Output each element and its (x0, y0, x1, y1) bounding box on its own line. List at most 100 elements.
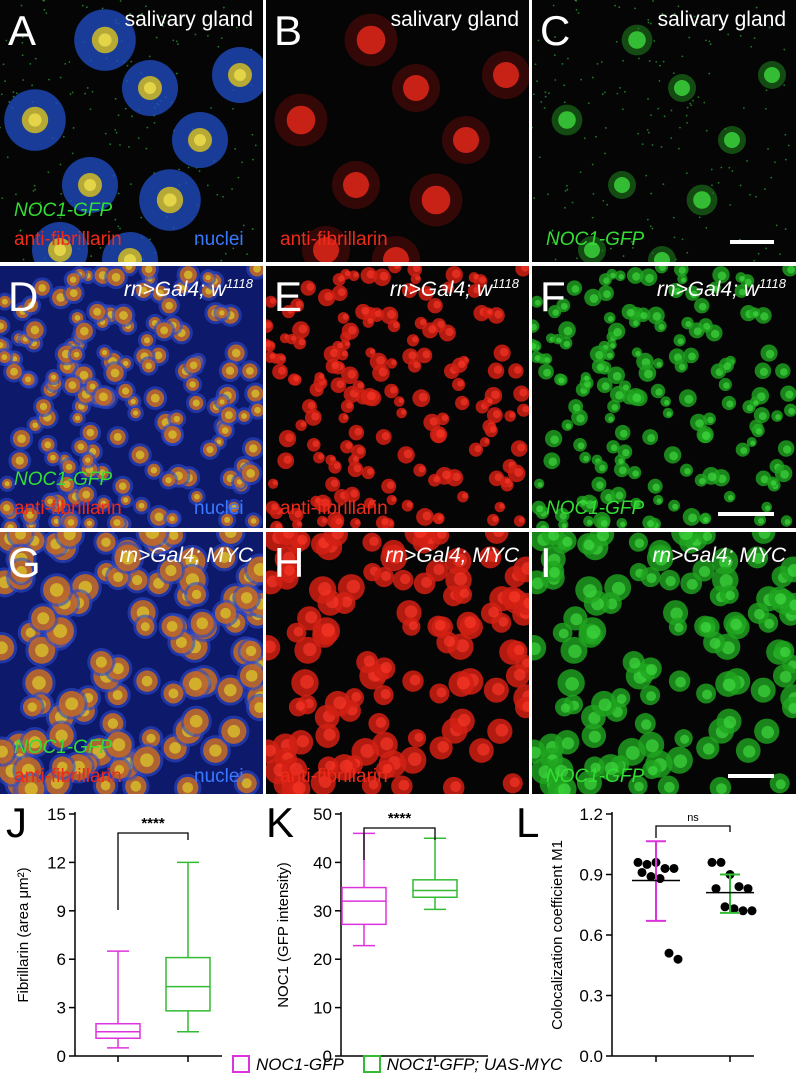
data-point (669, 863, 679, 873)
panel-g: G rn>Gal4; MYC NOC1-GFP anti-fibrillarin… (0, 532, 263, 794)
panel-i: I rn>Gal4; MYC NOC1-GFP (532, 532, 796, 794)
label-nuclei: nuclei (194, 766, 244, 787)
panel-title: rn>Gal4; MYC (119, 544, 253, 567)
micrograph-g (0, 532, 263, 794)
data-point (716, 857, 726, 867)
significance-bracket (655, 825, 731, 838)
label-noc1-gfp: NOC1-GFP (14, 200, 113, 221)
panel-b: B salivary gland anti-fibrillarin (266, 0, 529, 262)
data-point (673, 954, 683, 964)
micrograph-i (532, 532, 796, 794)
y-tick-label: 0.6 (579, 926, 603, 945)
panel-title: salivary gland (657, 8, 786, 31)
y-tick-label: 0.3 (579, 987, 603, 1006)
y-tick-label: 20 (313, 950, 332, 969)
label-anti-fibrillarin: anti-fibrillarin (280, 229, 388, 250)
y-tick-label: 0 (323, 1047, 332, 1062)
data-point (747, 906, 757, 916)
label-noc1-gfp: NOC1-GFP (14, 737, 113, 758)
panel-title: rn>Gal4; MYC (385, 544, 519, 567)
data-point (743, 884, 753, 894)
panel-letter: E (274, 273, 303, 320)
panel-title: rn>Gal4; w1118 (389, 276, 519, 301)
data-point (633, 857, 643, 867)
data-point (660, 863, 670, 873)
label-noc1-gfp: NOC1-GFP (546, 498, 645, 519)
chart-letter-l: L (516, 799, 540, 846)
data-point (734, 882, 744, 892)
panel-letter: D (8, 273, 39, 320)
y-axis-label: Colocalization coefficient M1 (549, 840, 566, 1030)
label-noc1-gfp: NOC1-GFP (546, 229, 645, 250)
legend-item-noc1-gfp-uas-myc: NOC1-GFP; UAS-MYC (362, 1055, 562, 1075)
box (165, 956, 211, 1012)
data-point (707, 857, 717, 867)
panel-title: salivary gland (124, 8, 253, 31)
label-anti-fibrillarin: anti-fibrillarin (14, 229, 122, 250)
legend-item-noc1-gfp: NOC1-GFP (232, 1055, 344, 1075)
data-point (637, 867, 647, 877)
box (412, 879, 458, 898)
label-anti-fibrillarin: anti-fibrillarin (14, 766, 122, 787)
y-axis-label: NOC1 (GFP intensity) (275, 862, 292, 1008)
chart-l: 0.0 0.3 0.6 0.9 1.2 Colocalization coefficien… (549, 805, 757, 1062)
y-tick-label: 50 (313, 805, 332, 824)
y-tick-label: 1.2 (579, 805, 603, 824)
y-tick-label: 40 (313, 853, 332, 872)
y-tick-label: 6 (57, 950, 66, 969)
label-anti-fibrillarin: anti-fibrillarin (14, 498, 122, 519)
y-axis-label: Fibrillarin (area μm²) (15, 867, 32, 1002)
label-noc1-gfp: NOC1-GFP (14, 469, 113, 490)
significance-label: ns (687, 812, 699, 824)
significance-bracket (117, 832, 189, 910)
y-tick-label: 0 (57, 1047, 66, 1062)
panel-letter: I (540, 539, 552, 586)
label-nuclei: nuclei (194, 229, 244, 250)
chart-letter-j: J (6, 799, 27, 846)
panel-letter: G (8, 539, 41, 586)
y-tick-label: 9 (57, 902, 66, 921)
y-tick-label: 10 (313, 999, 332, 1018)
panel-title: rn>Gal4; MYC (652, 544, 786, 567)
panel-f: F rn>Gal4; w1118 NOC1-GFP (532, 266, 796, 528)
y-tick-label: 0.9 (579, 866, 603, 885)
data-point (711, 884, 721, 894)
micrograph-d (0, 266, 263, 528)
micrograph-b (274, 13, 529, 262)
label-anti-fibrillarin: anti-fibrillarin (280, 766, 388, 787)
scale-bar (728, 774, 774, 778)
data-point (729, 904, 739, 914)
data-point (664, 948, 674, 958)
panel-title: salivary gland (390, 8, 519, 31)
y-tick-label: 12 (47, 853, 66, 872)
scale-bar (730, 240, 774, 244)
panel-letter: B (274, 7, 303, 54)
significance-label: **** (141, 815, 165, 832)
chart-letter-k: K (266, 799, 295, 846)
panel-letter: C (540, 7, 571, 54)
legend: NOC1-GFP NOC1-GFP; UAS-MYC (232, 1055, 576, 1075)
data-point (646, 872, 656, 882)
significance-bracket (363, 827, 436, 860)
label-anti-fibrillarin: anti-fibrillarin (280, 498, 388, 519)
panel-title: rn>Gal4; w1118 (123, 276, 253, 301)
significance-label: **** (388, 810, 412, 827)
data-point (738, 906, 748, 916)
box (95, 1022, 141, 1040)
micrograph-c (532, 0, 790, 262)
panel-title: rn>Gal4; w1118 (656, 276, 786, 301)
micrograph-a (0, 0, 263, 262)
data-point (642, 859, 652, 869)
y-tick-label: 0.0 (579, 1047, 603, 1062)
panel-letter: F (540, 273, 566, 320)
panel-d: D rn>Gal4; w1118 NOC1-GFP anti-fibrillar… (0, 266, 263, 528)
panel-letter: A (8, 7, 37, 54)
panel-c: C salivary gland NOC1-GFP (532, 0, 796, 262)
panel-letter: H (274, 539, 305, 586)
micrograph-f (532, 266, 796, 528)
box (341, 886, 387, 926)
chart-k: 0 10 20 30 40 50 NOC1 (GFP intensity) **** (275, 805, 488, 1062)
micrograph-h (266, 532, 529, 794)
label-noc1-gfp: NOC1-GFP (546, 766, 645, 787)
y-tick-label: 3 (57, 999, 66, 1018)
